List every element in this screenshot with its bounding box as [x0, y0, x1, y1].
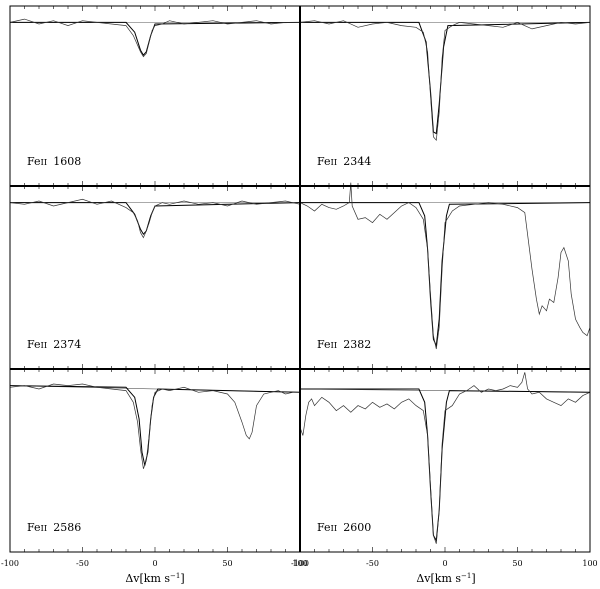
- panel-fe-ii-2586: FeII 2586: [9, 368, 301, 553]
- x-tick-label: 0: [442, 559, 447, 568]
- panels-group: FeII 1608 FeII 2344 FeII 2374 FeII 2382 FeII 2586…: [9, 5, 591, 553]
- model-fit-line: [300, 21, 591, 135]
- observed-spectrum-line: [299, 20, 591, 142]
- x-tick-label: 100: [582, 559, 597, 568]
- x-tick-label: -100: [1, 559, 19, 568]
- x-tick-label: 50: [222, 559, 232, 568]
- x-tick-label: 100: [292, 559, 307, 568]
- panel-label: FeII 2382: [317, 338, 371, 351]
- model-fit-line: [10, 202, 301, 236]
- panel-label: FeII 1608: [27, 155, 81, 168]
- panel-label: FeII 2586: [27, 521, 81, 534]
- observed-spectrum-line: [9, 383, 300, 469]
- model-fit-line: [9, 385, 301, 466]
- x-axis-title-right: Δv[km s−1]: [416, 572, 475, 585]
- model-fit-line: [300, 388, 591, 542]
- panel-label: FeII 2344: [317, 155, 371, 168]
- panel-label: FeII 2600: [317, 521, 371, 534]
- model-fit-line: [10, 21, 301, 56]
- panel-fe-ii-1608: FeII 1608: [9, 5, 301, 187]
- x-tick-label: -50: [76, 559, 89, 568]
- panel-label: FeII 2374: [27, 338, 81, 351]
- x-axis-group: Δv[km s−1] Δv[km s−1] -100 -50 0 50 100-100-…: [1, 559, 598, 585]
- observed-spectrum-line: [9, 198, 301, 239]
- observed-spectrum-line: [299, 182, 591, 350]
- x-axis-title-left: Δv[km s−1]: [125, 572, 184, 585]
- x-tick-label: -50: [366, 559, 379, 568]
- observed-spectrum-line: [9, 18, 300, 58]
- panel-fe-ii-2374: FeII 2374: [9, 185, 301, 370]
- panel-fe-ii-2600: FeII 2600: [299, 368, 591, 553]
- observed-spectrum-line: [299, 372, 591, 544]
- x-tick-label: 0: [152, 559, 157, 568]
- x-tick-label: 50: [512, 559, 522, 568]
- x-tick-label: -100: [291, 559, 309, 568]
- panel-fe-ii-2344: FeII 2344: [299, 5, 591, 187]
- panel-fe-ii-2382: FeII 2382: [299, 182, 591, 370]
